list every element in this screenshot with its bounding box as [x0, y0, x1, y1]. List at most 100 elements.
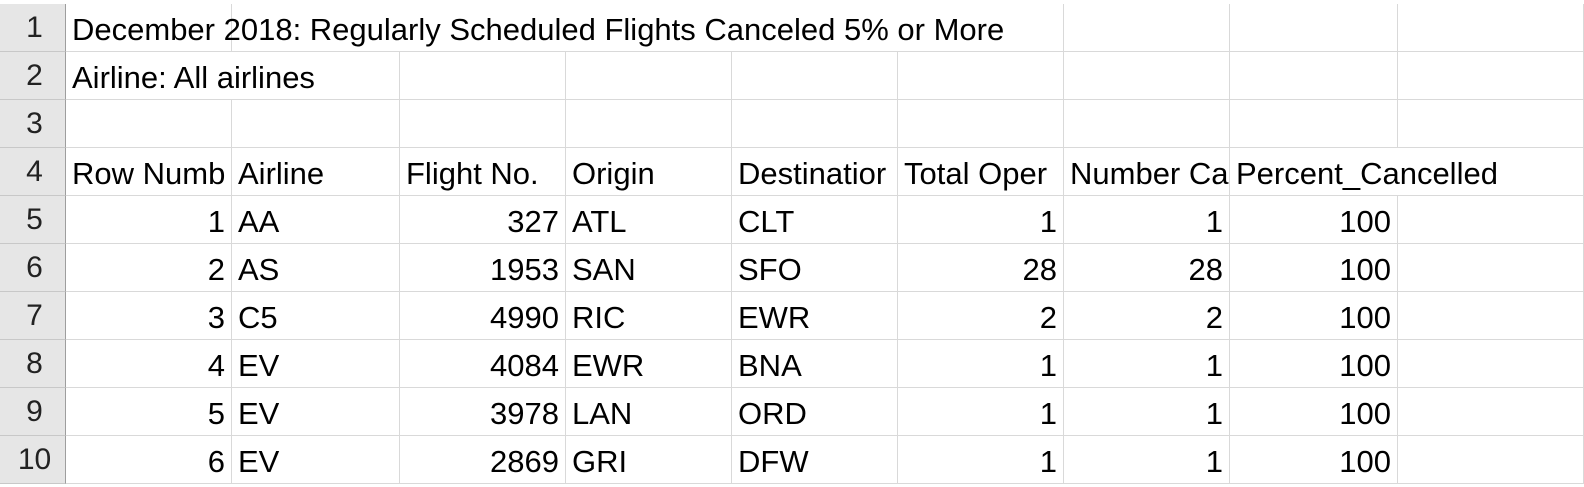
cell[interactable]	[1230, 100, 1398, 148]
flight-no-cell[interactable]: 4990	[400, 292, 566, 340]
percent-cancelled-cell[interactable]: 100	[1230, 196, 1398, 244]
cell[interactable]	[566, 4, 732, 52]
cell[interactable]	[566, 100, 732, 148]
row-header-2[interactable]: 2	[0, 52, 66, 100]
cell[interactable]	[400, 52, 566, 100]
header-cell-destination[interactable]: Destinatior	[732, 148, 898, 196]
origin-cell[interactable]: EWR	[566, 340, 732, 388]
total-operated-cell[interactable]: 1	[898, 436, 1064, 484]
header-cell-origin[interactable]: Origin	[566, 148, 732, 196]
cell[interactable]	[732, 4, 898, 52]
cell[interactable]	[400, 4, 566, 52]
cell[interactable]	[1230, 4, 1398, 52]
total-operated-cell[interactable]: 1	[898, 388, 1064, 436]
destination-cell[interactable]: BNA	[732, 340, 898, 388]
cell[interactable]	[1398, 4, 1584, 52]
row-header-6[interactable]: 6	[0, 244, 66, 292]
number-cancelled-cell[interactable]: 28	[1064, 244, 1230, 292]
origin-cell[interactable]: SAN	[566, 244, 732, 292]
title-cell[interactable]: December 2018: Regularly Scheduled Fligh…	[66, 4, 1004, 52]
row-header-5[interactable]: 5	[0, 196, 66, 244]
flight-no-cell[interactable]: 3978	[400, 388, 566, 436]
airline-cell[interactable]: EV	[232, 340, 400, 388]
flight-no-cell[interactable]: 1953	[400, 244, 566, 292]
airline-cell[interactable]: C5	[232, 292, 400, 340]
cell[interactable]	[1398, 244, 1584, 292]
header-cell-airline[interactable]: Airline	[232, 148, 400, 196]
cell[interactable]	[898, 52, 1064, 100]
cell[interactable]	[566, 52, 732, 100]
total-operated-cell[interactable]: 28	[898, 244, 1064, 292]
cell[interactable]	[66, 100, 232, 148]
total-operated-cell[interactable]: 1	[898, 196, 1064, 244]
header-cell-flight-no[interactable]: Flight No.	[400, 148, 566, 196]
header-cell-row-number[interactable]: Row Numb	[66, 148, 232, 196]
origin-cell[interactable]: GRI	[566, 436, 732, 484]
origin-cell[interactable]: ATL	[566, 196, 732, 244]
percent-cancelled-cell[interactable]: 100	[1230, 436, 1398, 484]
airline-cell[interactable]: AS	[232, 244, 400, 292]
cell[interactable]	[1064, 100, 1230, 148]
row-number-cell[interactable]: 5	[66, 388, 232, 436]
percent-cancelled-cell[interactable]: 100	[1230, 292, 1398, 340]
row-header-4[interactable]: 4	[0, 148, 66, 196]
cell[interactable]	[732, 100, 898, 148]
subtitle-cell[interactable]: Airline: All airlines	[66, 52, 315, 100]
row-number-cell[interactable]: 4	[66, 340, 232, 388]
destination-cell[interactable]: EWR	[732, 292, 898, 340]
total-operated-cell[interactable]: 1	[898, 340, 1064, 388]
destination-cell[interactable]: DFW	[732, 436, 898, 484]
cell[interactable]	[232, 52, 400, 100]
cell[interactable]	[1064, 4, 1230, 52]
number-cancelled-cell[interactable]: 1	[1064, 436, 1230, 484]
cell[interactable]	[1064, 52, 1230, 100]
cell[interactable]	[1230, 52, 1398, 100]
percent-cancelled-cell[interactable]: 100	[1230, 340, 1398, 388]
cell[interactable]	[1398, 292, 1584, 340]
row-number-cell[interactable]: 3	[66, 292, 232, 340]
cell[interactable]	[232, 4, 400, 52]
airline-cell[interactable]: AA	[232, 196, 400, 244]
destination-cell[interactable]: CLT	[732, 196, 898, 244]
cell[interactable]	[732, 52, 898, 100]
table-row: 6 2 AS 1953 SAN SFO 28 28 100	[0, 244, 1584, 292]
cell[interactable]	[898, 4, 1064, 52]
cell[interactable]	[1398, 340, 1584, 388]
row-header-10[interactable]: 10	[0, 436, 66, 484]
origin-cell[interactable]: LAN	[566, 388, 732, 436]
cell[interactable]	[232, 100, 400, 148]
number-cancelled-cell[interactable]: 1	[1064, 388, 1230, 436]
row-number-cell[interactable]: 1	[66, 196, 232, 244]
total-operated-cell[interactable]: 2	[898, 292, 1064, 340]
cell[interactable]	[1398, 100, 1584, 148]
row-header-1[interactable]: 1	[0, 4, 66, 52]
cell[interactable]	[898, 100, 1064, 148]
flight-no-cell[interactable]: 327	[400, 196, 566, 244]
header-cell-total-operated[interactable]: Total Oper	[898, 148, 1064, 196]
destination-cell[interactable]: SFO	[732, 244, 898, 292]
row-header-3[interactable]: 3	[0, 100, 66, 148]
row-number-cell[interactable]: 6	[66, 436, 232, 484]
destination-cell[interactable]: ORD	[732, 388, 898, 436]
cell[interactable]	[1398, 196, 1584, 244]
cell[interactable]	[1398, 52, 1584, 100]
percent-cancelled-cell[interactable]: 100	[1230, 244, 1398, 292]
number-cancelled-cell[interactable]: 1	[1064, 196, 1230, 244]
number-cancelled-cell[interactable]: 1	[1064, 340, 1230, 388]
flight-no-cell[interactable]: 2869	[400, 436, 566, 484]
cell[interactable]	[1398, 436, 1584, 484]
row-header-7[interactable]: 7	[0, 292, 66, 340]
row-header-9[interactable]: 9	[0, 388, 66, 436]
cell[interactable]	[400, 100, 566, 148]
row-header-8[interactable]: 8	[0, 340, 66, 388]
airline-cell[interactable]: EV	[232, 436, 400, 484]
header-cell-number-cancelled[interactable]: Number Ca	[1064, 148, 1230, 196]
number-cancelled-cell[interactable]: 2	[1064, 292, 1230, 340]
flight-no-cell[interactable]: 4084	[400, 340, 566, 388]
header-cell-percent-cancelled[interactable]: Percent_Cancelled	[1230, 148, 1498, 196]
origin-cell[interactable]: RIC	[566, 292, 732, 340]
row-number-cell[interactable]: 2	[66, 244, 232, 292]
cell[interactable]	[1398, 388, 1584, 436]
percent-cancelled-cell[interactable]: 100	[1230, 388, 1398, 436]
airline-cell[interactable]: EV	[232, 388, 400, 436]
